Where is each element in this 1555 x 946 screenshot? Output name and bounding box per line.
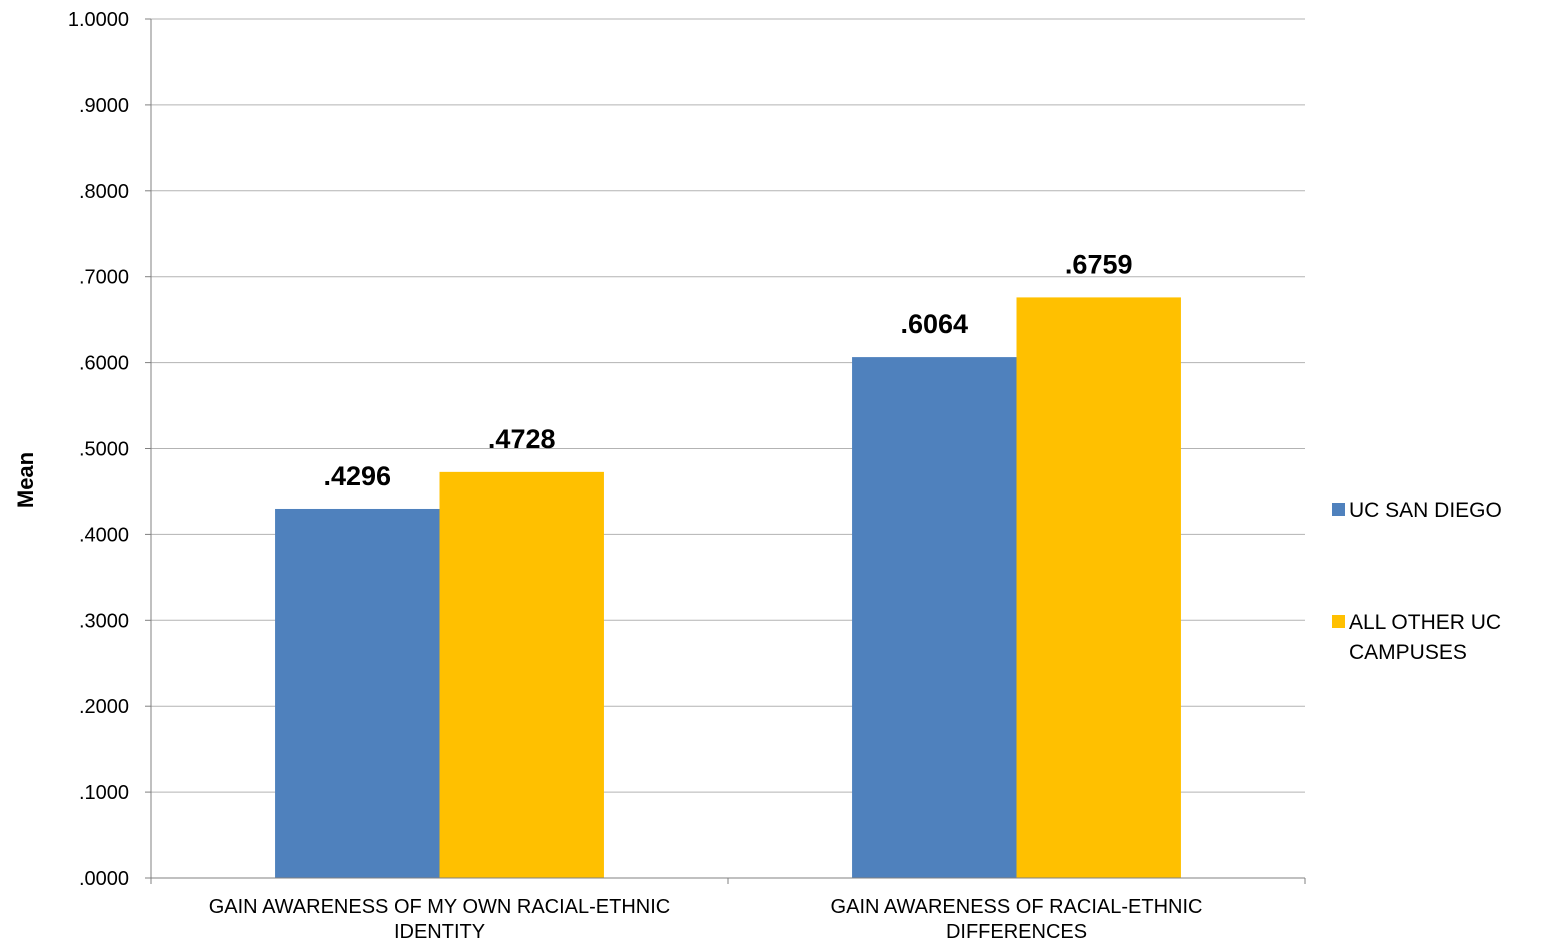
y-tick-label: .3000 <box>79 610 129 632</box>
legend-label: ALL OTHER UC <box>1349 611 1501 634</box>
y-tick-label: .0000 <box>79 868 129 890</box>
y-tick-label: .7000 <box>79 267 129 289</box>
legend-swatch <box>1332 503 1345 516</box>
bar <box>1016 297 1181 879</box>
data-label: .4728 <box>488 424 556 454</box>
legend-swatch <box>1332 615 1345 628</box>
legend-label: UC SAN DIEGO <box>1349 499 1502 522</box>
y-axis-title: Mean <box>13 452 38 508</box>
x-category-label: GAIN AWARENESS OF RACIAL-ETHNIC <box>831 896 1203 918</box>
y-tick-label: 1.0000 <box>68 9 129 31</box>
y-tick-label: .2000 <box>79 696 129 718</box>
y-tick-label: .1000 <box>79 782 129 804</box>
y-tick-label: .6000 <box>79 353 129 375</box>
x-category-label: IDENTITY <box>394 921 485 943</box>
bar <box>852 357 1017 878</box>
bar <box>439 471 604 878</box>
x-category-label: DIFFERENCES <box>946 921 1087 943</box>
legend-label: CAMPUSES <box>1349 641 1467 664</box>
data-label: .6064 <box>900 309 968 339</box>
legend: UC SAN DIEGO ALL OTHER UC CAMPUSES <box>1332 499 1502 664</box>
data-label: .4296 <box>323 461 391 491</box>
y-tick-label: .8000 <box>79 181 129 203</box>
y-tick-label: .5000 <box>79 439 129 461</box>
y-tick-label: .4000 <box>79 524 129 546</box>
x-category-label: GAIN AWARENESS OF MY OWN RACIAL-ETHNIC <box>209 896 671 918</box>
y-axis-ticks: .0000 .1000 .2000 .3000 .4000 .5000 .6000 .7000… <box>68 9 151 890</box>
data-label: .6759 <box>1065 249 1133 279</box>
data-labels: .4296 .4728 .6064 .6759 <box>323 249 1132 491</box>
y-tick-label: .9000 <box>79 95 129 117</box>
bars <box>275 297 1181 879</box>
bar <box>275 508 440 878</box>
axes <box>150 19 1306 884</box>
x-axis-categories: GAIN AWARENESS OF MY OWN RACIAL-ETHNIC ID… <box>209 896 1203 943</box>
